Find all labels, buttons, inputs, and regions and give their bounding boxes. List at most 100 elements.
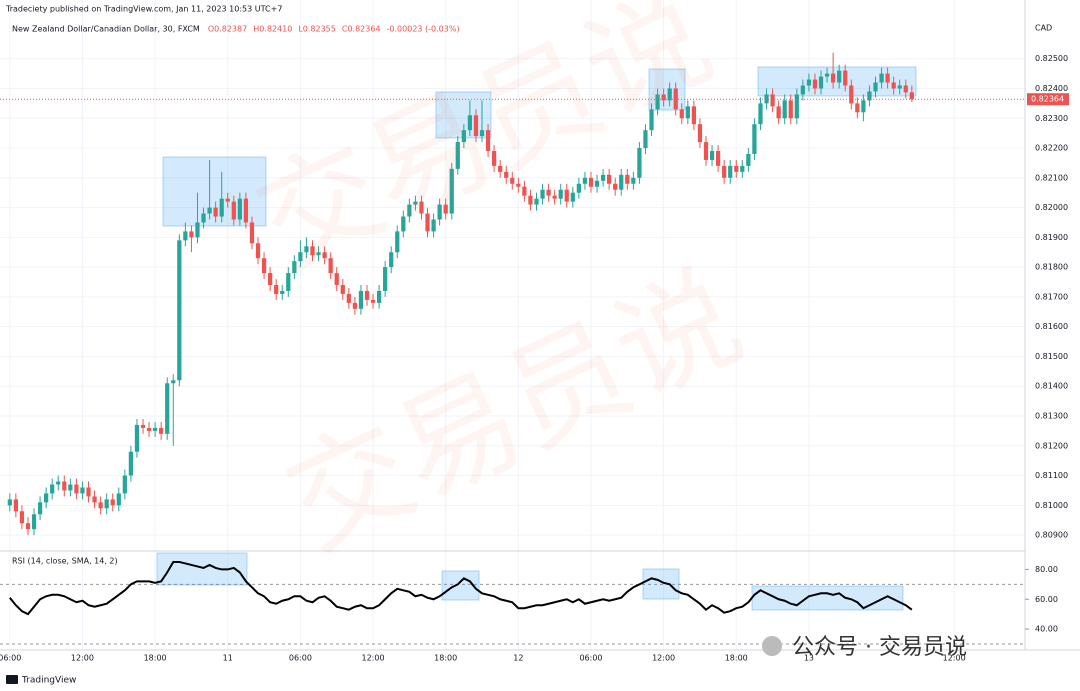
candle-body [122,475,127,494]
candle-body [98,502,103,509]
x-tick-label: 12:00 [943,654,966,663]
candle-body [310,246,315,256]
candle-body [80,487,85,494]
candle-body [903,85,908,93]
candle-body [31,514,37,530]
currency: CAD [1035,24,1052,33]
candle-body [479,130,485,137]
x-tick-label: 11 [223,654,233,663]
candle-body [788,100,793,119]
rsi-tick-label: 40.00 [1035,625,1058,634]
candle-body [619,174,624,190]
y-tick-label: 0.81800 [1035,263,1068,272]
candle-body [594,180,600,187]
legend-value: L0.82355 [298,25,336,34]
candle-body [504,171,509,178]
wechat-icon [762,636,782,656]
candle-body [455,142,460,169]
candle-body [558,189,563,199]
candle-body [522,186,527,196]
candle-body [740,165,745,172]
candle-body [897,85,902,89]
candle-body [268,273,273,285]
candle-body [261,258,267,274]
candle-body [498,165,503,172]
grid [0,0,1025,650]
rsi-tick-label: 80.00 [1035,565,1058,574]
x-tick-label: 13 [804,654,814,663]
candle-body [146,427,152,431]
candle-body [328,258,333,274]
zone [648,68,686,111]
candle-body [62,481,67,491]
candle-body [485,130,491,152]
x-tick-label: 06:00 [579,654,602,663]
candle-body [449,168,454,214]
candle-body [867,91,872,101]
candle-body [37,502,43,515]
candle-body [655,94,660,110]
candle-body [237,198,242,220]
tv-logo [6,675,18,684]
candle-body [292,261,297,274]
candle-body [831,73,836,83]
candle-body [564,189,569,202]
candle-body [510,177,515,184]
candle-body [104,499,109,509]
last-price-box [1027,93,1069,106]
candle-body [334,273,339,285]
candle-body [873,82,878,92]
candle-body [613,183,618,190]
candle-body [861,100,866,113]
y-tick-label: 0.82500 [1035,54,1068,63]
candle-body [837,70,842,83]
legend-value: O0.82387 [208,25,247,34]
y-tick-label: 0.81600 [1035,322,1068,331]
candle-body [909,92,914,100]
candle-body [661,94,666,101]
candle-body [134,424,140,452]
x-tick-label: 06:00 [289,654,312,663]
candle-body [189,231,194,238]
candle-body [346,293,351,303]
candle-body [110,499,115,506]
candle-body [201,213,206,223]
candle-body [13,499,18,512]
candle-body [165,383,170,434]
candle-body [806,79,812,86]
candle-body [703,142,709,160]
x-tick-label: 12 [513,654,523,663]
candle-body [631,177,636,184]
candle-body [395,231,400,253]
candle-body [128,451,134,476]
candle-body [691,106,697,125]
candle-body [171,380,176,384]
chart-title: New Zealand Dollar/Canadian Dollar, 30, … [12,25,200,34]
candle-body [443,204,448,214]
candle-body [746,153,751,166]
rsi-tick-label: 60.00 [1035,595,1058,604]
footer: TradingView [21,676,76,686]
x-tick-label: 12:00 [71,654,94,663]
candle-body [552,195,557,199]
candle-body [44,493,49,503]
candle-body [389,252,394,268]
x-tick-label: 18:00 [434,654,457,663]
candle-body [794,94,799,119]
plot [0,52,1025,616]
candle-body [231,201,236,220]
y-tick-label: 0.81300 [1035,412,1068,421]
legend-value: H0.82410 [253,25,292,34]
candle-body [419,201,424,214]
candle-body [352,302,357,309]
y-tick-label: 0.81100 [1035,471,1068,480]
candle-body [534,198,539,205]
candle-body [818,76,824,89]
candle-body [467,115,473,131]
rsi-title: RSI (14, close, SMA, 14, 2) [12,557,118,566]
candle-body [322,252,327,259]
x-tick-label: 12:00 [362,654,385,663]
candle-body [280,290,285,294]
candle-body [298,252,303,262]
